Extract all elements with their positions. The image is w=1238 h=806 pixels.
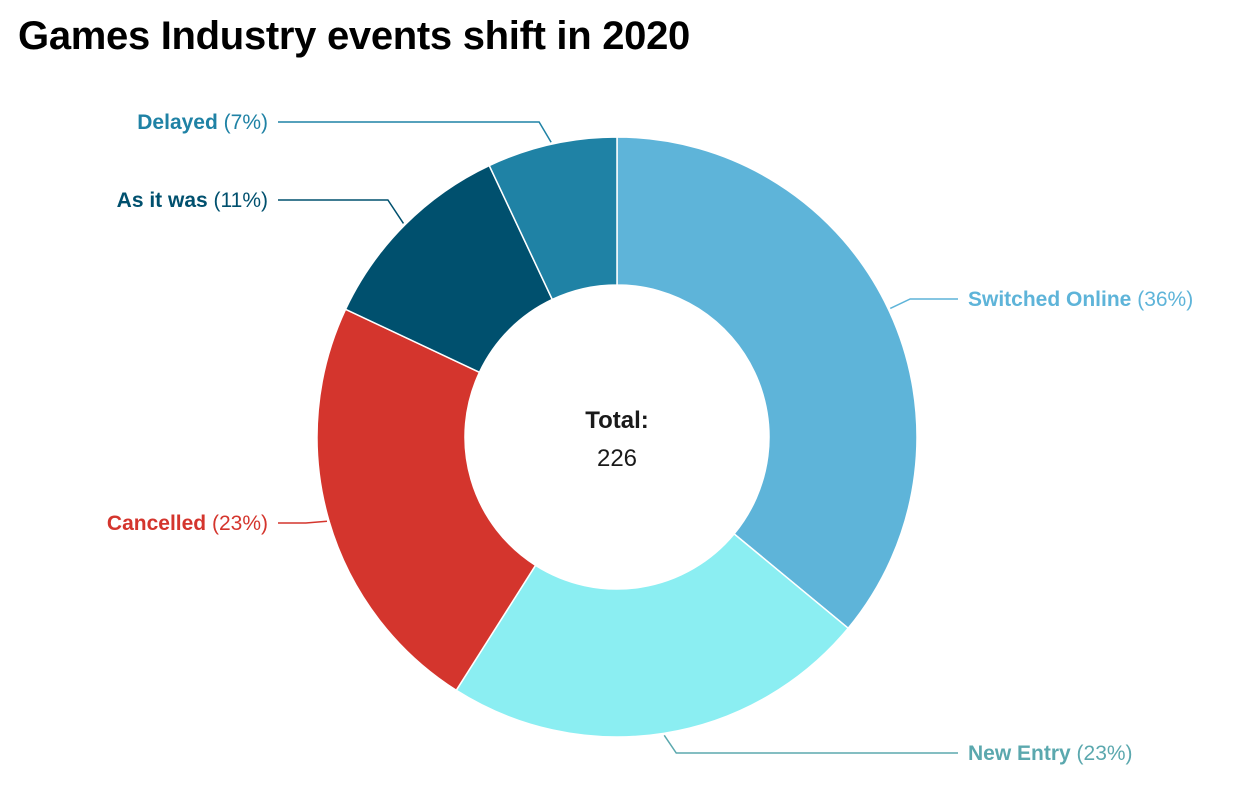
- leader-line-as-it-was: [278, 199, 405, 224]
- slice-label-name: Switched Online: [968, 288, 1137, 311]
- leader-line-cancelled: [278, 520, 328, 524]
- slice-label-name: Cancelled: [107, 512, 212, 535]
- slice-label-percent: (7%): [224, 111, 268, 134]
- chart-title: Games Industry events shift in 2020: [18, 14, 690, 58]
- leader-line-switched-online: [889, 298, 958, 310]
- slice-label-name: As it was: [117, 189, 214, 212]
- slice-label-name: Delayed: [137, 111, 223, 134]
- leader-line-delayed: [278, 121, 552, 143]
- slice-label-switched-online: Switched Online (36%): [968, 288, 1193, 311]
- slice-label-percent: (23%): [1077, 742, 1133, 765]
- slice-label-new-entry: New Entry (23%): [968, 742, 1133, 765]
- slice-label-delayed: Delayed (7%): [137, 111, 268, 134]
- slice-delayed: [488, 136, 618, 301]
- slice-label-percent: (36%): [1137, 288, 1193, 311]
- slice-new-entry: [455, 532, 850, 738]
- leader-line-new-entry: [663, 734, 958, 754]
- slice-switched-online: [616, 136, 918, 630]
- slice-label-percent: (11%): [214, 189, 268, 212]
- slice-label-as-it-was: As it was (11%): [117, 189, 268, 212]
- slice-labels-layer: Switched Online (36%)New Entry (23%)Canc…: [107, 111, 1193, 765]
- slice-cancelled: [316, 308, 537, 692]
- slices-layer: [316, 136, 918, 738]
- slice-label-percent: (23%): [212, 512, 268, 535]
- slice-label-name: New Entry: [968, 742, 1077, 765]
- slice-label-cancelled: Cancelled (23%): [107, 512, 268, 535]
- leader-lines-layer: [278, 121, 958, 754]
- center-total-title: Total:: [585, 407, 649, 434]
- center-total-value: 226: [597, 445, 637, 472]
